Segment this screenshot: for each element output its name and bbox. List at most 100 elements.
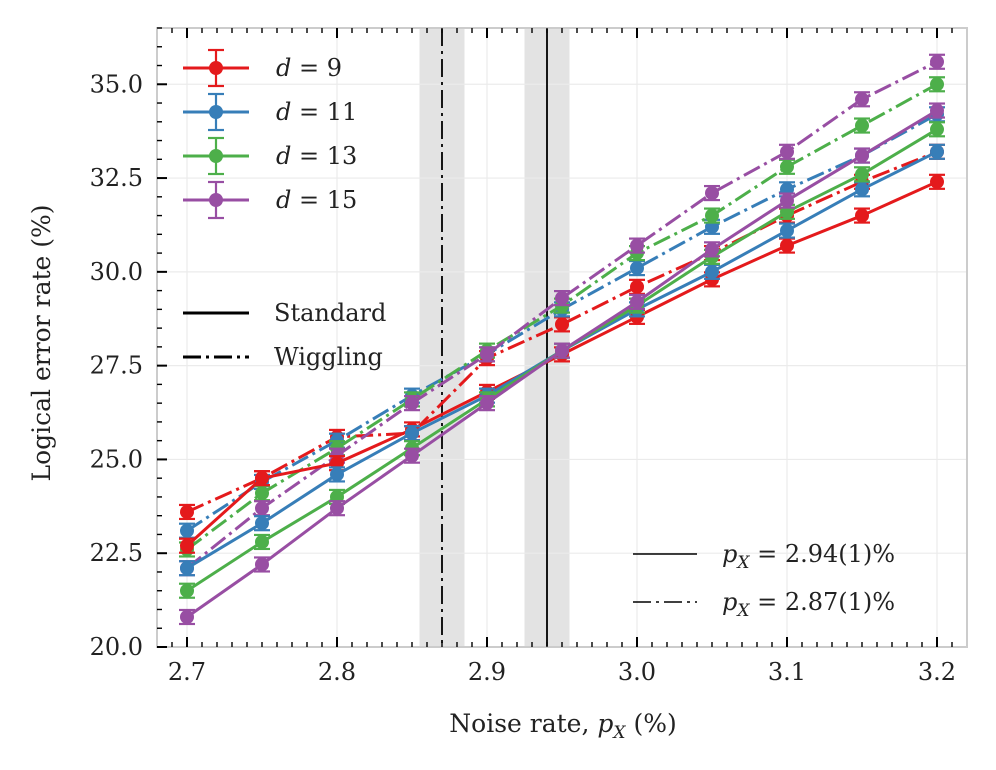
- y-tick-labels: 20.0 22.5 25.0 27.5 30.0 32.5 35.0: [90, 70, 143, 661]
- legend-entry-d13: d = 13: [183, 136, 357, 176]
- x-tick-label: 3.1: [768, 658, 806, 686]
- legend-swatch-marker: [209, 149, 223, 163]
- data-point-d15-wiggling: [780, 144, 794, 159]
- legend-swatch-marker: [209, 105, 223, 119]
- y-tick-label: 30.0: [90, 258, 143, 286]
- x-axis-label-prefix: Noise rate,: [449, 709, 589, 738]
- data-point-d11-standard: [930, 144, 944, 159]
- data-point-d11-standard: [780, 223, 794, 238]
- data-point-d13-wiggling: [255, 486, 269, 501]
- legend-label-var: d: [276, 54, 291, 82]
- data-point-d13-standard: [180, 583, 194, 598]
- data-point-d13-standard: [855, 167, 869, 182]
- legend-entry-d11: d = 11: [183, 92, 357, 132]
- y-tick-label: 35.0: [90, 70, 143, 98]
- y-axis-label: Logical error rate (%): [27, 204, 56, 481]
- x-tick-label: 2.8: [318, 658, 356, 686]
- legend-threshold-value: = 2.94(1)%: [749, 540, 895, 568]
- threshold-band-wiggling: [419, 28, 465, 647]
- data-point-d15-standard: [855, 148, 869, 163]
- x-tick-label: 2.9: [468, 658, 506, 686]
- data-point-d11-wiggling: [180, 523, 194, 538]
- legend-label: d = 13: [276, 142, 357, 170]
- data-point-d15-wiggling: [930, 54, 944, 69]
- data-point-d11-standard: [855, 182, 869, 197]
- y-tick-label: 32.5: [90, 164, 143, 192]
- legend-styles: Standard Wiggling: [183, 299, 386, 371]
- x-tick-label: 2.7: [168, 658, 206, 686]
- data-point-d13-wiggling: [930, 77, 944, 92]
- data-point-d9-standard: [180, 538, 194, 553]
- data-point-d15-wiggling: [855, 92, 869, 107]
- threshold-lines: [441, 28, 548, 647]
- data-point-d15-wiggling: [555, 291, 569, 306]
- legend-entry-d9: d = 9: [183, 48, 342, 88]
- data-point-d15-standard: [705, 242, 719, 257]
- data-point-d9-wiggling: [630, 279, 644, 294]
- legend-distances: d = 9d = 11d = 13d = 15: [183, 48, 357, 220]
- series-line-d9-wiggling: [186, 150, 938, 514]
- legend-label: d = 15: [276, 186, 357, 214]
- x-tick-labels: 2.7 2.8 2.9 3.0 3.1 3.2: [168, 658, 956, 686]
- legend-style-standard: Standard: [183, 299, 386, 327]
- legend-threshold-sub: X: [735, 553, 750, 573]
- series-layer: [179, 53, 945, 626]
- data-point-d11-standard: [255, 516, 269, 531]
- x-tick-label: 3.0: [618, 658, 656, 686]
- legend-label: d = 9: [276, 54, 342, 82]
- legend-label-var: d: [276, 186, 291, 214]
- legend-label-var: d: [276, 142, 291, 170]
- data-point-d9-standard: [780, 238, 794, 253]
- data-point-d9-wiggling: [555, 317, 569, 332]
- x-axis-label-sub: X: [611, 723, 626, 743]
- legend-threshold-var: p: [722, 588, 737, 616]
- data-point-d13-wiggling: [705, 208, 719, 223]
- legend-label-value: = 15: [291, 186, 357, 214]
- x-axis-label: Noise rate, pX (%): [449, 709, 676, 744]
- data-point-d15-standard: [930, 103, 944, 118]
- data-point-d9-standard: [930, 174, 944, 189]
- legend-style-label: Wiggling: [274, 343, 383, 371]
- series-d15-standard: [179, 102, 945, 626]
- data-point-d11-standard: [180, 561, 194, 576]
- data-point-d11-standard: [705, 264, 719, 279]
- data-point-d15-standard: [405, 448, 419, 463]
- data-point-d9-wiggling: [180, 504, 194, 519]
- legend-threshold-label: pX = 2.87(1)%: [722, 588, 895, 621]
- grid-lines: [157, 28, 967, 648]
- axis-ticks: [157, 27, 953, 648]
- data-point-d15-standard: [180, 609, 194, 624]
- data-point-d9-standard: [855, 208, 869, 223]
- x-axis-label-var: p: [597, 709, 613, 738]
- y-tick-label: 20.0: [90, 633, 143, 661]
- legend-threshold-wiggling: pX = 2.87(1)%: [633, 588, 895, 621]
- y-tick-label: 27.5: [90, 352, 143, 380]
- data-point-d15-standard: [480, 396, 494, 411]
- legend-label: d = 11: [276, 98, 357, 126]
- data-point-d15-wiggling: [255, 501, 269, 516]
- legend-threshold-var: p: [722, 540, 737, 568]
- x-tick-label: 3.2: [918, 658, 956, 686]
- data-point-d15-wiggling: [480, 347, 494, 362]
- legend-swatch-marker: [209, 61, 223, 75]
- data-point-d15-standard: [780, 193, 794, 208]
- legend-label-value: = 13: [291, 142, 357, 170]
- data-point-d15-wiggling: [630, 238, 644, 253]
- data-point-d15-standard: [555, 343, 569, 358]
- legend-entry-d15: d = 15: [183, 180, 357, 220]
- legend-swatch-marker: [209, 193, 223, 207]
- data-point-d15-wiggling: [405, 396, 419, 411]
- legend-style-label: Standard: [274, 299, 386, 327]
- data-point-d13-wiggling: [780, 159, 794, 174]
- legend-label-value: = 11: [291, 98, 357, 126]
- data-point-d15-standard: [255, 557, 269, 572]
- legend-label-value: = 9: [291, 54, 342, 82]
- data-point-d13-standard: [255, 534, 269, 549]
- data-point-d13-wiggling: [855, 118, 869, 133]
- legend-threshold-label: pX = 2.94(1)%: [722, 540, 895, 573]
- y-tick-label: 25.0: [90, 445, 143, 473]
- legend-threshold-sub: X: [735, 601, 750, 621]
- legend-thresholds: pX = 2.94(1)%pX = 2.87(1)%: [633, 540, 895, 621]
- legend-label-var: d: [276, 98, 291, 126]
